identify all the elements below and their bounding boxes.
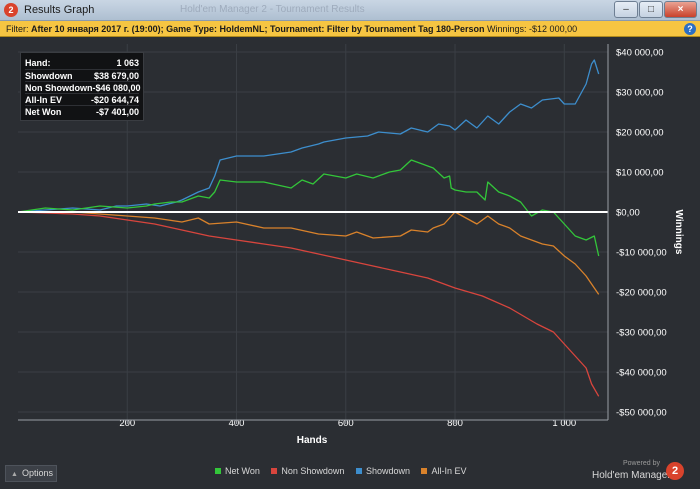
legend-item-net-won[interactable]: Net Won (215, 466, 260, 476)
filter-prefix: Filter: (6, 24, 32, 34)
stat-row-all-in-ev: All-In EV -$20 644,74 (25, 93, 139, 105)
y-tick-label: -$40 000,00 (616, 368, 667, 379)
y-axis-label: Winnings (673, 210, 684, 255)
legend-swatch (271, 468, 278, 474)
filter-description: After 10 января 2017 г. (19:00); Game Ty… (31, 24, 485, 34)
stat-label: Non Showdown (25, 83, 93, 93)
stat-value: -$46 080,00 (92, 83, 141, 93)
stat-value: -$20 644,74 (90, 95, 139, 105)
series-line-non-showdown (17, 211, 600, 397)
x-tick-label: 1 000 (552, 418, 576, 429)
maximize-button[interactable]: □ (639, 1, 663, 18)
close-button[interactable]: × (664, 1, 697, 18)
stat-value: 1 063 (116, 58, 139, 68)
x-axis-label: Hands (297, 435, 328, 446)
hm2-brand-logo-icon: 2 (666, 462, 684, 480)
stat-label: Hand: (25, 58, 51, 68)
legend-item-non-showdown[interactable]: Non Showdown (271, 466, 344, 476)
x-tick-label: 200 (119, 418, 135, 429)
y-tick-label: -$50 000,00 (616, 408, 667, 419)
stat-row-non-showdown: Non Showdown -$46 080,00 (25, 81, 141, 93)
y-tick-label: $40 000,00 (616, 48, 664, 59)
title-bar: 2 Results Graph Hold'em Manager 2 - Tour… (0, 0, 700, 21)
legend-label: Net Won (225, 466, 260, 476)
chart-grid (18, 44, 608, 420)
series-line-net-won (17, 159, 600, 257)
y-tick-label: $0,00 (616, 208, 640, 219)
hm2-logo-icon: 2 (4, 3, 18, 17)
filter-bar[interactable]: Filter: After 10 января 2017 г. (19:00);… (0, 21, 700, 37)
series-line-all-in-ev (18, 211, 600, 295)
y-tick-label: $20 000,00 (616, 128, 664, 139)
options-button[interactable]: ▲ Options (5, 465, 57, 482)
y-tick-label: -$10 000,00 (616, 248, 667, 259)
chart-series (17, 59, 608, 397)
stat-row-net-won: Net Won -$7 401,00 (25, 105, 139, 117)
stat-value: $38 679,00 (93, 71, 139, 81)
x-tick-label: 800 (447, 418, 463, 429)
legend-label: Non Showdown (281, 466, 345, 476)
legend-label: Showdown (365, 466, 410, 476)
background-window-title: Hold'em Manager 2 - Tournament Results (180, 4, 365, 15)
y-tick-label: $10 000,00 (616, 168, 664, 179)
window-title: Results Graph (24, 4, 95, 16)
y-tick-label: -$30 000,00 (616, 328, 667, 339)
options-label: Options (21, 468, 53, 478)
chart-legend: Net Won Non Showdown Showdown All-In EV (215, 466, 476, 476)
powered-by-text: Powered by (623, 460, 660, 467)
stats-panel: Hand: 1 063 Showdown $38 679,00 Non Showdo… (20, 52, 144, 121)
stat-label: All-In EV (25, 95, 63, 105)
legend-swatch (421, 468, 428, 474)
minimize-button[interactable]: – (614, 1, 638, 18)
chart-axes: $40 000,00 $30 000,00 $20 000,00 $10 000,00… (18, 44, 667, 429)
x-tick-label: 400 (229, 418, 245, 429)
chevron-up-icon: ▲ (11, 471, 18, 478)
brand-name: Hold'em Manager (592, 470, 671, 481)
y-tick-label: -$20 000,00 (616, 288, 667, 299)
stat-label: Showdown (25, 71, 73, 81)
x-tick-label: 600 (338, 418, 354, 429)
legend-item-showdown[interactable]: Showdown (355, 466, 410, 476)
y-tick-label: $30 000,00 (616, 88, 664, 99)
legend-swatch (355, 468, 362, 474)
stat-row-showdown: Showdown $38 679,00 (25, 69, 139, 81)
legend-label: All-In EV (431, 466, 467, 476)
stat-value: -$7 401,00 (95, 107, 139, 117)
legend-swatch (215, 468, 221, 474)
filter-winnings: Winnings: -$12 000,00 (484, 24, 578, 34)
stat-label: Net Won (25, 107, 62, 117)
legend-item-all-in-ev[interactable]: All-In EV (421, 466, 467, 476)
stat-row-hands: Hand: 1 063 (25, 57, 139, 69)
help-icon[interactable]: ? (684, 23, 696, 35)
